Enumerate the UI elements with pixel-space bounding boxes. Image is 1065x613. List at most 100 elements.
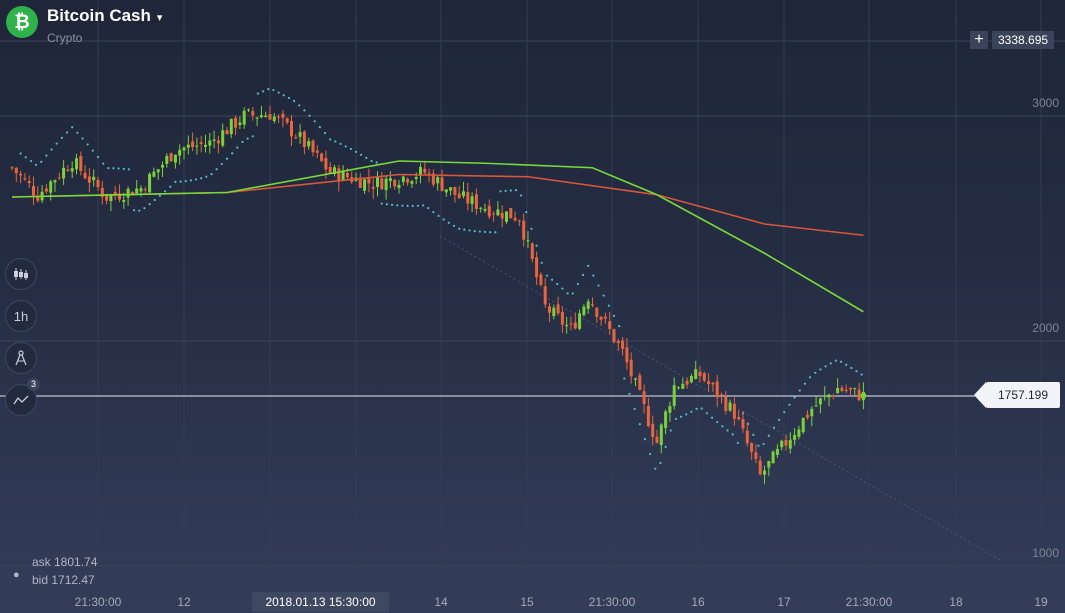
sar-dot: [556, 282, 559, 286]
sar-dot: [344, 145, 347, 148]
sar-dot: [808, 376, 812, 379]
candle-body: [393, 179, 397, 187]
sar-dot: [385, 203, 389, 206]
sar-dot: [824, 365, 827, 368]
candle-body: [406, 178, 410, 183]
indicators-button[interactable]: 3: [5, 378, 41, 416]
sar-dot: [200, 177, 203, 180]
candle-body: [569, 323, 573, 325]
candle-body: [646, 405, 650, 427]
candle-body: [560, 311, 564, 325]
sar-dot: [473, 229, 476, 233]
sar-dot: [127, 168, 131, 171]
sar-dot: [767, 434, 770, 437]
candle-body: [83, 172, 87, 179]
sar-dot: [287, 96, 291, 100]
sar-dot: [380, 202, 383, 205]
candle-body: [423, 168, 427, 173]
drawing-tools-button[interactable]: [5, 342, 37, 374]
candle-body: [836, 388, 840, 394]
candle-body: [707, 381, 711, 385]
sar-dot: [458, 227, 461, 230]
candle-body: [345, 172, 349, 178]
time-label: 15: [520, 595, 534, 609]
sar-dot: [855, 370, 858, 373]
candle-body: [634, 378, 637, 380]
sar-dot: [752, 433, 755, 436]
sar-dot: [814, 371, 817, 374]
sar-dot: [716, 420, 719, 424]
sar-dot: [236, 146, 239, 149]
asset-name-dropdown[interactable]: Bitcoin Cash ▾: [47, 6, 162, 26]
compass-icon: [15, 350, 27, 366]
candle-body: [629, 359, 633, 377]
candle-body: [113, 192, 117, 196]
current-price-label: 1757.199: [986, 382, 1060, 408]
sar-dot: [148, 203, 151, 206]
sar-dot: [447, 221, 450, 224]
sar-dot: [411, 204, 414, 208]
sar-dot: [829, 362, 832, 365]
sar-dot: [406, 204, 409, 208]
candle-body: [238, 122, 242, 125]
sar-dot: [184, 180, 187, 183]
sar-dot: [318, 125, 321, 129]
last-price-marker: [860, 392, 867, 399]
candle-body: [363, 179, 367, 191]
sar-dot: [545, 274, 549, 277]
time-label: 21:30:00: [845, 595, 893, 609]
sar-dot: [163, 190, 167, 193]
zoom-in-button[interactable]: +: [970, 31, 988, 49]
sar-dot: [323, 132, 327, 135]
sar-dot: [669, 429, 672, 432]
candle-body: [582, 306, 586, 316]
candle-body: [431, 173, 435, 185]
sar-dot: [262, 90, 265, 93]
candle-body: [96, 179, 100, 188]
candle-body: [728, 402, 732, 411]
candle-body: [715, 381, 719, 398]
sar-dot: [690, 410, 693, 413]
candle-body: [462, 191, 465, 197]
sar-dot: [194, 178, 198, 181]
sar-dot: [602, 294, 605, 297]
candle-body: [513, 217, 517, 221]
candle-body: [143, 189, 147, 191]
candle-body: [603, 316, 607, 319]
sar-dot: [597, 284, 600, 287]
chart-type-button[interactable]: [5, 258, 37, 290]
candle-body: [23, 178, 27, 180]
sar-dot: [308, 114, 311, 117]
candle-body: [844, 389, 848, 392]
candlesticks: [10, 105, 865, 485]
sar-dot: [102, 162, 105, 165]
sar-dot: [654, 467, 657, 470]
sar-dot: [416, 204, 420, 207]
sar-dot: [700, 407, 703, 410]
candle-body: [741, 419, 745, 429]
sar-dot: [396, 204, 399, 207]
asset-selector[interactable]: ₿ Bitcoin Cash ▾ Crypto: [6, 6, 162, 45]
candle-body: [449, 187, 453, 191]
sar-dot: [535, 244, 538, 247]
candle-body: [698, 371, 702, 377]
candle-body: [780, 440, 784, 448]
sar-dot: [674, 417, 678, 420]
sar-dot: [205, 175, 208, 178]
time-axis[interactable]: 21:30:00 12 14 15 21:30:00 16 17 21:30:0…: [0, 592, 1065, 613]
timeframe-button[interactable]: 1h: [5, 300, 37, 332]
candle-body: [638, 375, 642, 390]
sar-dot: [267, 88, 270, 91]
candle-body: [62, 167, 66, 179]
candle-body: [44, 188, 48, 192]
sar-dot: [133, 209, 136, 212]
candle-body: [655, 436, 659, 443]
sar-dot: [659, 461, 662, 465]
sar-dot: [19, 152, 22, 155]
sar-dot: [427, 206, 430, 210]
candle-body: [242, 110, 246, 125]
candle-body: [754, 452, 758, 459]
candle-body: [87, 176, 91, 183]
candle-body: [195, 145, 199, 147]
